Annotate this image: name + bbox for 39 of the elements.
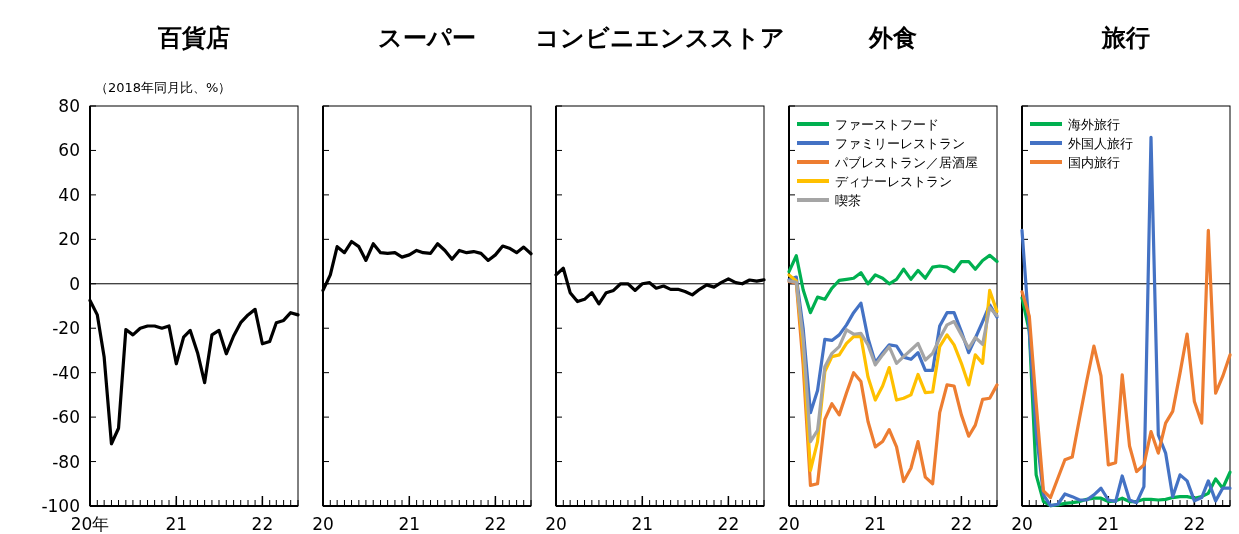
legend-label: ファミリーレストラン [835,135,965,151]
chart-title: 外食 [868,24,917,52]
y-axis-title: （2018年同月比、%） [95,80,232,95]
legend-label: 海外旅行 [1068,116,1120,132]
x-tick-label: 22 [251,514,274,534]
y-tick-label: 60 [58,140,80,161]
y-tick-label: -100 [41,495,80,516]
x-tick-label: 20 [545,514,567,534]
x-tick-label: 21 [165,514,188,534]
legend-label: 外国人旅行 [1068,135,1133,151]
x-tick-label: 20 [778,514,800,534]
y-tick-label: 80 [58,95,80,116]
chart-title: 旅行 [1101,24,1150,52]
x-tick-label: 20年 [70,514,110,534]
y-tick-label: -20 [52,318,80,339]
x-tick-label: 22 [717,514,740,534]
chart-title: 百貨店 [157,24,230,52]
y-tick-label: 40 [58,184,80,205]
legend-label: 喫茶 [835,192,861,208]
y-tick-label: -80 [52,451,80,472]
x-tick-label: 20 [312,514,334,534]
x-tick-label: 21 [398,514,421,534]
legend-label: 国内旅行 [1068,154,1120,170]
x-tick-label: 22 [1183,514,1206,534]
y-tick-label: -40 [52,362,80,383]
legend-label: ファーストフード [835,116,939,132]
x-tick-label: 21 [1097,514,1120,534]
x-tick-label: 22 [484,514,507,534]
x-tick-label: 22 [950,514,973,534]
legend-label: パブレストラン／居酒屋 [834,154,978,170]
y-tick-label: -60 [52,407,80,428]
x-tick-label: 21 [631,514,654,534]
chart-title: コンビニエンスストア [535,24,785,52]
x-tick-label: 20 [1011,514,1033,534]
x-tick-label: 21 [864,514,887,534]
y-tick-label: 20 [58,229,80,250]
legend-label: ディナーレストラン [835,173,952,189]
chart-title: スーパー [378,24,476,52]
y-tick-label: 0 [69,273,80,294]
